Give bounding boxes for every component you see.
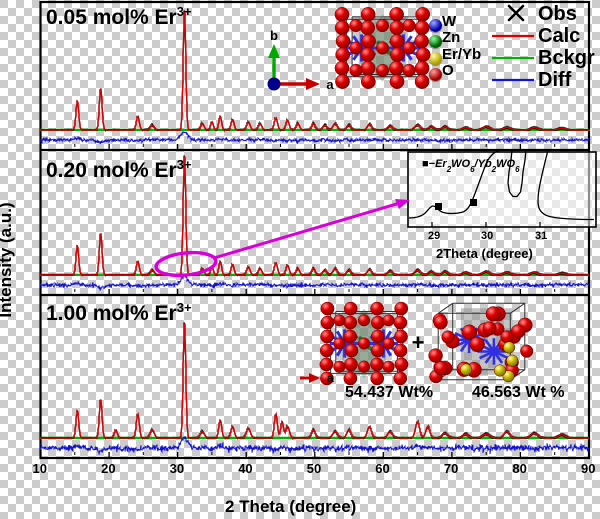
svg-text:a: a [327,371,334,385]
